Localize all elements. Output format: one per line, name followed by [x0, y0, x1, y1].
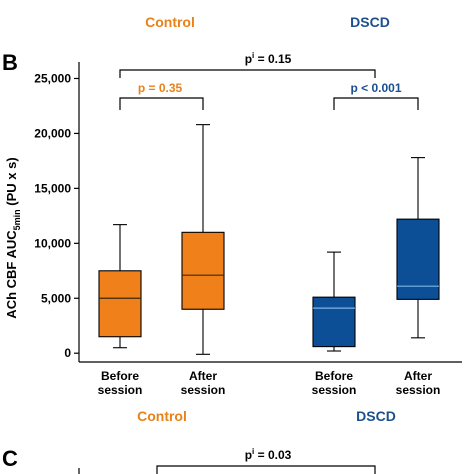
top-bracket-c-label: pi = 0.03	[245, 447, 292, 462]
control-bracket-label: p = 0.35	[138, 81, 183, 95]
x-tick-label: Before	[101, 369, 139, 383]
box-iqr	[181, 231, 225, 310]
top-bracket-b-label: pi = 0.15	[245, 51, 292, 66]
y-tick-label: 25,000	[34, 71, 71, 85]
x-tick-label: session	[396, 383, 441, 397]
box-iqr	[98, 270, 142, 338]
x-tick-label: session	[312, 383, 357, 397]
x-tick-label: session	[98, 383, 143, 397]
footer-dscd-label: DSCD	[356, 408, 396, 424]
panel-c-letter: C	[2, 446, 18, 471]
box-iqr	[396, 218, 440, 300]
x-tick-label: After	[404, 369, 432, 383]
x-tick-label: session	[181, 383, 226, 397]
header-control-label: Control	[145, 14, 195, 30]
y-tick-label: 0	[64, 346, 71, 360]
box-control-before	[98, 224, 142, 349]
top-bracket-b	[119, 69, 376, 78]
y-tick-label: 5,000	[41, 291, 71, 305]
y-tick-label: 15,000	[34, 181, 71, 195]
top-bracket-c	[156, 465, 376, 474]
x-tick-label: After	[189, 369, 217, 383]
y-tick-label: 10,000	[34, 236, 71, 250]
x-tick-label: Before	[315, 369, 353, 383]
control-bracket	[119, 97, 204, 110]
box-dscd-after	[396, 157, 440, 339]
dscd-bracket	[333, 97, 419, 110]
panel-b-letter: B	[2, 50, 18, 75]
box-dscd-before	[312, 251, 356, 352]
header-dscd-label: DSCD	[350, 14, 390, 30]
box-control-after	[181, 124, 225, 355]
footer-control-label: Control	[137, 408, 187, 424]
y-axis-label: ACh CBF AUC5min (PU x s)	[4, 157, 22, 318]
dscd-bracket-label: p < 0.001	[350, 81, 401, 95]
y-tick-label: 20,000	[34, 126, 71, 140]
box-iqr	[312, 296, 356, 348]
